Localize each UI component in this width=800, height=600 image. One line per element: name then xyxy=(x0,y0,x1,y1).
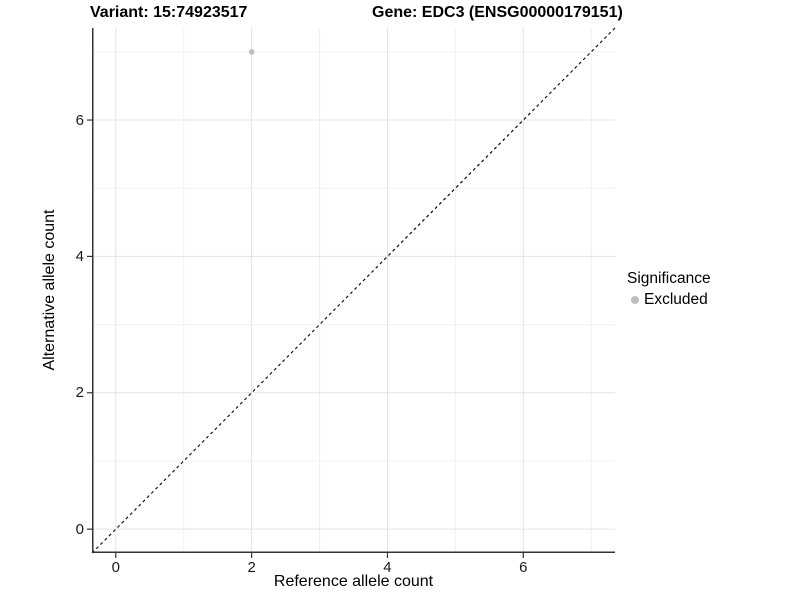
x-tick-label: 2 xyxy=(247,559,256,576)
y-axis-title: Alternative allele count xyxy=(41,209,58,371)
x-tick-label: 6 xyxy=(519,559,528,576)
y-tick-label: 6 xyxy=(75,111,84,129)
legend: Significance Excluded xyxy=(627,270,711,309)
legend-title: Significance xyxy=(627,270,711,287)
legend-key-dot-icon xyxy=(631,296,639,304)
legend-item-excluded: Excluded xyxy=(627,291,711,309)
legend-item-label: Excluded xyxy=(644,291,708,308)
plot-title-variant: Variant: 15:74923517 xyxy=(90,4,248,21)
y-tick-label: 0 xyxy=(75,520,84,538)
identity-reference-line xyxy=(91,27,616,554)
y-tick-label: 4 xyxy=(75,247,84,265)
y-tick-label: 2 xyxy=(75,384,84,402)
x-axis-title: Reference allele count xyxy=(273,573,434,590)
x-tick-label: 4 xyxy=(383,559,392,576)
plot-title-gene: Gene: EDC3 (ENSG00000179151) xyxy=(372,4,623,21)
x-tick-label: 0 xyxy=(111,559,120,576)
data-point xyxy=(248,49,255,55)
